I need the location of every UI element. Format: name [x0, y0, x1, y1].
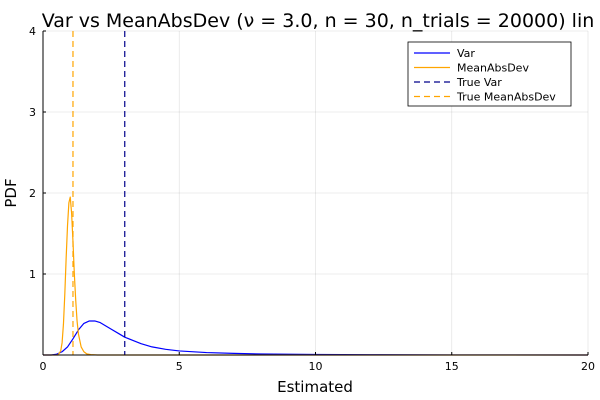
x-tick-label: 5 — [176, 360, 183, 373]
legend-label: True MeanAbsDev — [456, 91, 556, 104]
grid — [42, 30, 589, 355]
tick-labels: 0 5 10 15 20 1 2 3 4 — [29, 25, 595, 373]
legend-label: Var — [457, 47, 475, 60]
y-tick-label: 2 — [29, 187, 36, 200]
chart-title: Var vs MeanAbsDev (ν = 3.0, n = 30, n_tr… — [42, 10, 595, 32]
y-tick-label: 1 — [29, 268, 36, 281]
y-tick-label: 4 — [29, 25, 36, 38]
x-axis-label: Estimated — [277, 378, 353, 396]
legend-label: True Var — [456, 76, 502, 89]
series-1-line — [43, 320, 589, 356]
x-tick-label: 10 — [309, 360, 323, 373]
x-tick-label: 20 — [581, 360, 595, 373]
legend-label: MeanAbsDev — [457, 62, 529, 75]
x-tick-label: 15 — [445, 360, 459, 373]
y-axis-label: PDF — [2, 178, 20, 207]
y-tick-label: 3 — [29, 106, 36, 119]
plot-lines — [43, 31, 589, 356]
x-tick-label: 0 — [40, 360, 47, 373]
